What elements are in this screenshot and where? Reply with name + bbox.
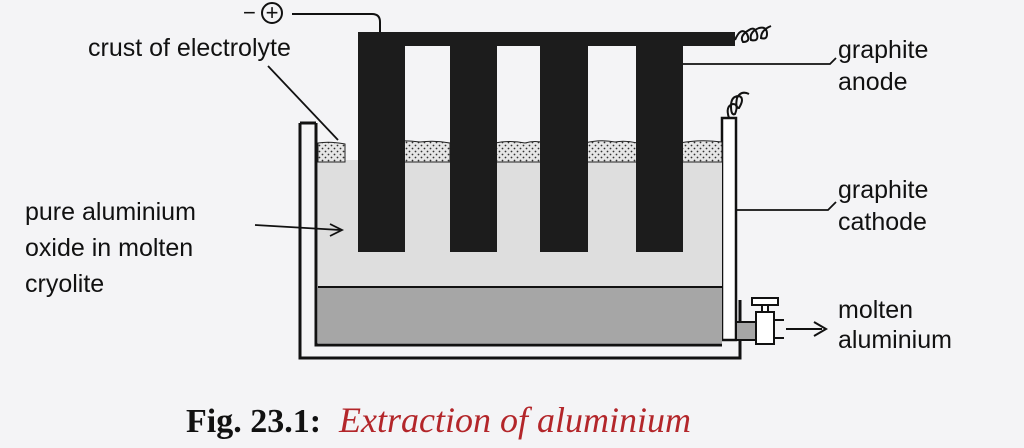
figure-caption: Fig. 23.1: Extraction of aluminium [186,400,691,440]
outflow-arrow-head [813,321,828,337]
electrolyte-crust-segment [584,140,638,163]
outlet-valve [755,311,775,345]
crust-leader-line [267,65,339,141]
outlet-pipe [735,321,757,341]
terminal-sign: − [243,0,256,25]
electrolyte-crust-segment [679,140,723,163]
figure-title: Extraction of aluminium [338,400,691,440]
tank-inner-lining [314,123,722,347]
graphite-anode [358,32,735,252]
electrolyte-crust-segment [494,141,546,163]
positive-terminal-icon [261,2,283,24]
graphite-cathode [720,116,738,342]
oxide-label-line2: oxide in molten [25,234,193,262]
oxide-leader-arrow [329,223,345,237]
anode-label-line1: graphite [838,36,928,64]
cathode-leader-line [736,201,837,211]
tank-outer-wall [298,123,742,360]
oxide-leader-line [254,224,341,231]
molten-aluminium-layer [318,287,722,343]
positive-terminal-symbol: + [266,0,279,25]
electrolyte-crust [317,141,346,163]
cathode-label-line2: cathode [838,208,927,236]
oxide-label-line3: cryolite [25,270,104,298]
crust-label: crust of electrolyte [88,34,291,62]
aluminium-label-line2: aluminium [838,326,952,354]
figure-number: Fig. 23.1: [186,403,321,440]
oxide-label-line1: pure aluminium [25,198,196,226]
cathode-coil-icon [726,91,750,119]
valve-handle [751,297,779,306]
anode-wire [292,13,381,32]
anode-label-line2: anode [838,68,908,96]
anode-leader-line [683,57,837,65]
anode-coil-icon [734,25,772,44]
aluminium-label-line1: molten [838,296,913,324]
cathode-label-line1: graphite [838,176,928,204]
